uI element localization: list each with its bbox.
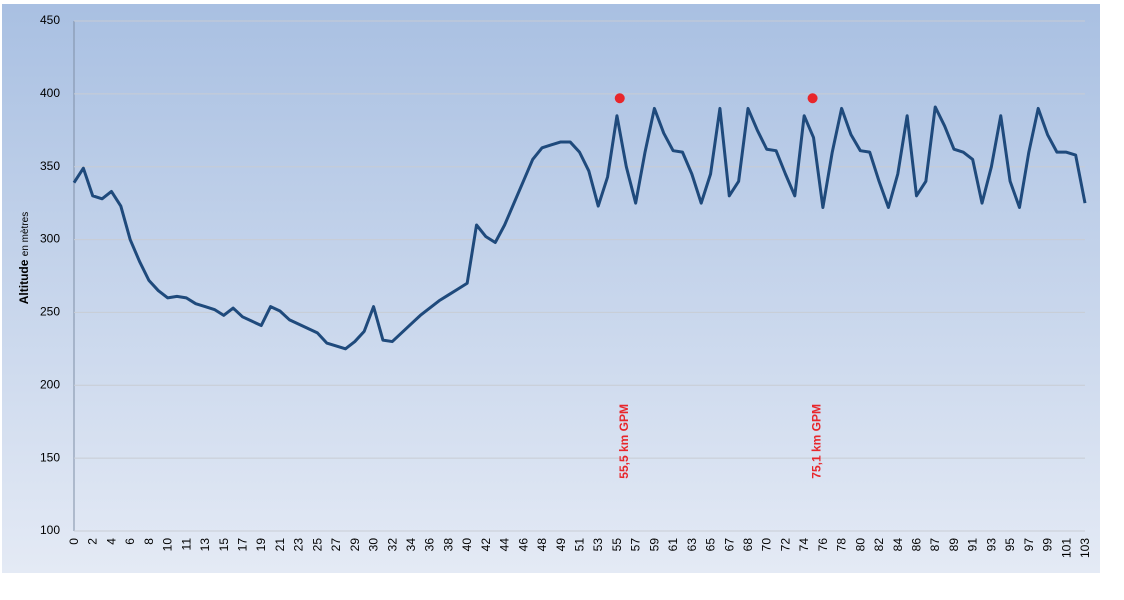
x-tick-label: 49 (554, 538, 568, 552)
y-tick-label: 100 (40, 523, 60, 537)
x-tick-label: 15 (217, 538, 231, 552)
x-tick-label: 76 (816, 538, 830, 552)
x-tick-label: 51 (573, 538, 587, 552)
y-axis-title: Altitude en mètres (17, 212, 31, 304)
x-tick-label: 84 (891, 538, 905, 552)
x-tick-label: 29 (348, 538, 362, 552)
chart-background (2, 4, 1100, 573)
x-tick-label: 13 (198, 538, 212, 552)
y-tick-label: 400 (40, 86, 60, 100)
y-tick-label: 200 (40, 377, 60, 391)
x-tick-label: 87 (928, 538, 942, 552)
x-tick-label: 21 (273, 538, 287, 552)
x-tick-label: 34 (404, 538, 418, 552)
x-tick-label: 17 (236, 538, 250, 552)
y-tick-label: 450 (40, 13, 60, 27)
y-tick-label: 250 (40, 305, 60, 319)
x-tick-label: 8 (142, 538, 156, 545)
x-tick-label: 93 (984, 538, 998, 552)
x-tick-label: 27 (329, 538, 343, 552)
x-tick-label: 4 (104, 538, 118, 545)
x-tick-label: 63 (685, 538, 699, 552)
x-tick-label: 6 (123, 538, 137, 545)
x-tick-label: 38 (441, 538, 455, 552)
x-tick-label: 72 (778, 538, 792, 552)
x-tick-label: 68 (741, 538, 755, 552)
x-tick-label: 23 (292, 538, 306, 552)
x-tick-label: 78 (835, 538, 849, 552)
x-tick-label: 42 (479, 538, 493, 552)
y-tick-label: 150 (40, 450, 60, 464)
x-tick-label: 61 (666, 538, 680, 552)
gpm-marker (807, 93, 818, 104)
x-tick-label: 57 (629, 538, 643, 552)
x-tick-label: 65 (704, 538, 718, 552)
y-label: Altitude (17, 259, 31, 304)
x-tick-label: 67 (722, 538, 736, 552)
x-tick-label: 44 (498, 538, 512, 552)
x-tick-label: 2 (86, 538, 100, 545)
y-tick-label: 300 (40, 232, 60, 246)
gpm-marker (614, 93, 625, 104)
x-tick-label: 59 (647, 538, 661, 552)
x-tick-label: 32 (385, 538, 399, 552)
x-tick-label: 97 (1022, 538, 1036, 552)
x-tick-label: 89 (947, 538, 961, 552)
x-tick-label: 95 (1003, 538, 1017, 552)
x-tick-label: 55 (610, 538, 624, 552)
x-tick-label: 99 (1041, 538, 1055, 552)
x-tick-label: 48 (535, 538, 549, 552)
x-tick-label: 53 (591, 538, 605, 552)
x-tick-label: 40 (460, 538, 474, 552)
gpm-label: 75,1 km GPM (810, 404, 824, 479)
gpm-label: 55,5 km GPM (617, 404, 631, 479)
x-tick-label: 103 (1078, 538, 1092, 558)
x-tick-label: 101 (1059, 538, 1073, 558)
x-tick-label: 74 (797, 538, 811, 552)
x-tick-label: 11 (179, 538, 193, 551)
x-tick-label: 70 (760, 538, 774, 552)
x-tick-label: 30 (367, 538, 381, 552)
x-tick-label: 0 (67, 538, 81, 545)
y-label-unit: en mètres (20, 212, 31, 256)
x-tick-label: 46 (516, 538, 530, 552)
x-tick-label: 82 (872, 538, 886, 552)
x-tick-label: 19 (254, 538, 268, 552)
x-tick-label: 25 (310, 538, 324, 552)
x-tick-label: 86 (910, 538, 924, 552)
x-tick-label: 91 (966, 538, 980, 552)
x-tick-label: 80 (853, 538, 867, 552)
altitude-line (72, 105, 1087, 351)
y-tick-label: 350 (40, 159, 60, 173)
x-tick-label: 36 (423, 538, 437, 552)
x-tick-label: 10 (161, 538, 175, 552)
